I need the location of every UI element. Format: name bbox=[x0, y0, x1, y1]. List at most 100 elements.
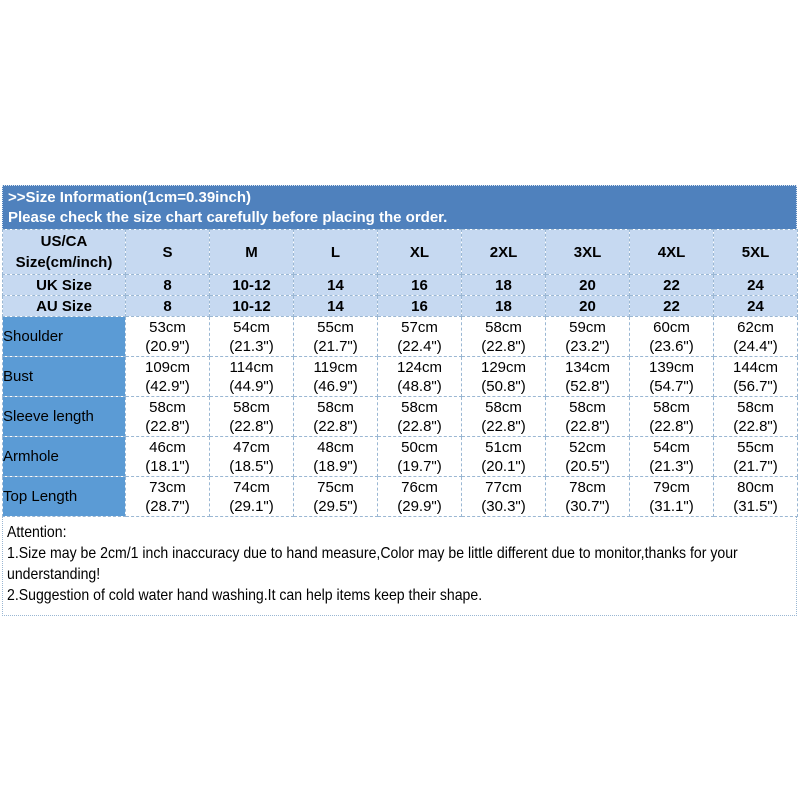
size-conversion-value: 8 bbox=[125, 274, 210, 296]
size-conversion-value: 10-12 bbox=[209, 295, 294, 317]
measurement-cm-value: 60cm bbox=[653, 318, 690, 336]
measurement-cell: 58cm (22.8") bbox=[209, 396, 294, 437]
measurement-cell: 80cm (31.5") bbox=[713, 476, 798, 517]
measurement-cell: 76cm (29.9") bbox=[377, 476, 462, 517]
size-column-header: 5XL bbox=[713, 229, 798, 275]
size-conversion-value: 8 bbox=[125, 295, 210, 317]
measurement-cm-value: 76cm bbox=[401, 478, 438, 496]
measurement-cell: 60cm (23.6") bbox=[629, 316, 714, 357]
measurement-cm-value: 47cm bbox=[233, 438, 270, 456]
measurement-inch-value: (31.1") bbox=[649, 497, 694, 515]
measurement-inch-value: (24.4") bbox=[733, 337, 778, 355]
measurement-inch-value: (54.7") bbox=[649, 377, 694, 395]
measurement-cm-value: 58cm bbox=[317, 398, 354, 416]
measurement-cell: 144cm (56.7") bbox=[713, 356, 798, 397]
measurement-cell: 109cm (42.9") bbox=[125, 356, 210, 397]
measurement-cell: 54cm (21.3") bbox=[209, 316, 294, 357]
measurement-cell: 139cm (54.7") bbox=[629, 356, 714, 397]
size-conversion-value: 24 bbox=[713, 295, 798, 317]
size-conversion-value: 14 bbox=[293, 295, 378, 317]
measurement-inch-value: (22.8") bbox=[145, 417, 190, 435]
measurement-cell: 134cm (52.8") bbox=[545, 356, 630, 397]
measurement-cell: 57cm (22.4") bbox=[377, 316, 462, 357]
us-ca-size-header-line1: US/CA bbox=[40, 233, 88, 250]
measurement-cm-value: 144cm bbox=[732, 358, 779, 376]
measurement-cm-value: 58cm bbox=[653, 398, 690, 416]
measurement-label: Sleeve length bbox=[2, 396, 126, 437]
size-conversion-label: AU Size bbox=[2, 295, 126, 317]
measurement-cell: 58cm (22.8") bbox=[713, 396, 798, 437]
measurement-row: Shoulder 53cm (20.9") 54cm (21.3") 55cm (21.7"… bbox=[2, 316, 798, 357]
measurement-cell: 48cm (18.9") bbox=[293, 436, 378, 477]
measurement-cm-value: 124cm bbox=[396, 358, 443, 376]
measurement-cm-value: 139cm bbox=[648, 358, 695, 376]
attention-text: Attention: 1.Size may be 2cm/1 inch inac… bbox=[7, 522, 796, 606]
measurement-label: Top Length bbox=[2, 476, 126, 517]
measurement-inch-value: (20.5") bbox=[565, 457, 610, 475]
size-conversion-value: 22 bbox=[629, 274, 714, 296]
measurement-inch-value: (21.3") bbox=[649, 457, 694, 475]
title-bar: >>Size Information(1cm=0.39inch) Please … bbox=[2, 185, 797, 229]
measurement-cell: 58cm (22.8") bbox=[629, 396, 714, 437]
size-column-header: L bbox=[293, 229, 378, 275]
measurement-inch-value: (22.8") bbox=[481, 337, 526, 355]
measurement-cell: 58cm (22.8") bbox=[545, 396, 630, 437]
measurement-cell: 58cm (22.8") bbox=[461, 316, 546, 357]
measurement-cell: 58cm (22.8") bbox=[293, 396, 378, 437]
size-column-header: 3XL bbox=[545, 229, 630, 275]
measurement-cm-value: 73cm bbox=[149, 478, 186, 496]
measurement-cm-value: 58cm bbox=[485, 318, 522, 336]
size-conversion-value: 20 bbox=[545, 274, 630, 296]
measurement-cm-value: 75cm bbox=[317, 478, 354, 496]
size-conversion-value: 24 bbox=[713, 274, 798, 296]
measurement-cell: 119cm (46.9") bbox=[293, 356, 378, 397]
size-column-header: M bbox=[209, 229, 294, 275]
measurement-cm-value: 58cm bbox=[149, 398, 186, 416]
measurement-inch-value: (22.4") bbox=[397, 337, 442, 355]
attention-heading: Attention: bbox=[7, 524, 67, 541]
measurement-cm-value: 119cm bbox=[313, 358, 358, 376]
measurement-inch-value: (42.9") bbox=[145, 377, 190, 395]
measurement-inch-value: (18.9") bbox=[313, 457, 358, 475]
measurement-cell: 58cm (22.8") bbox=[377, 396, 462, 437]
measurement-cell: 46cm (18.1") bbox=[125, 436, 210, 477]
size-column-header: 2XL bbox=[461, 229, 546, 275]
measurement-cell: 58cm (22.8") bbox=[461, 396, 546, 437]
measurement-inch-value: (22.8") bbox=[481, 417, 526, 435]
measurement-cell: 54cm (21.3") bbox=[629, 436, 714, 477]
measurement-cell: 124cm (48.8") bbox=[377, 356, 462, 397]
measurement-cm-value: 74cm bbox=[233, 478, 270, 496]
measurement-inch-value: (21.7") bbox=[313, 337, 358, 355]
measurement-label: Bust bbox=[2, 356, 126, 397]
size-conversion-value: 10-12 bbox=[209, 274, 294, 296]
measurement-inch-value: (29.5") bbox=[313, 497, 358, 515]
measurement-inch-value: (18.1") bbox=[145, 457, 190, 475]
size-column-header: XL bbox=[377, 229, 462, 275]
measurement-inch-value: (18.5") bbox=[229, 457, 274, 475]
measurement-cm-value: 114cm bbox=[229, 358, 274, 376]
measurement-inch-value: (23.2") bbox=[565, 337, 610, 355]
us-ca-size-header: US/CA Size(cm/inch) bbox=[2, 229, 126, 275]
measurement-cell: 74cm (29.1") bbox=[209, 476, 294, 517]
measurement-cm-value: 58cm bbox=[233, 398, 270, 416]
measurement-cell: 55cm (21.7") bbox=[713, 436, 798, 477]
measurement-inch-value: (22.8") bbox=[733, 417, 778, 435]
size-conversion-row: AU Size 8 10-12 14 16 18 20 22 24 bbox=[2, 295, 798, 317]
measurement-inch-value: (30.7") bbox=[565, 497, 610, 515]
measurement-cm-value: 58cm bbox=[485, 398, 522, 416]
measurement-cell: 73cm (28.7") bbox=[125, 476, 210, 517]
measurement-inch-value: (29.1") bbox=[229, 497, 274, 515]
measurement-cm-value: 109cm bbox=[144, 358, 191, 376]
measurement-cell: 62cm (24.4") bbox=[713, 316, 798, 357]
measurement-cell: 129cm (50.8") bbox=[461, 356, 546, 397]
measurement-label: Shoulder bbox=[2, 316, 126, 357]
measurement-cm-value: 129cm bbox=[480, 358, 527, 376]
size-conversion-row: UK Size 8 10-12 14 16 18 20 22 24 bbox=[2, 274, 798, 296]
size-conversion-value: 22 bbox=[629, 295, 714, 317]
size-conversion-value: 14 bbox=[293, 274, 378, 296]
measurement-cm-value: 54cm bbox=[233, 318, 270, 336]
measurement-cell: 53cm (20.9") bbox=[125, 316, 210, 357]
size-conversion-value: 16 bbox=[377, 274, 462, 296]
measurement-cell: 78cm (30.7") bbox=[545, 476, 630, 517]
measurement-row: Bust 109cm (42.9") 114cm (44.9") 119cm (46.9")… bbox=[2, 356, 798, 397]
